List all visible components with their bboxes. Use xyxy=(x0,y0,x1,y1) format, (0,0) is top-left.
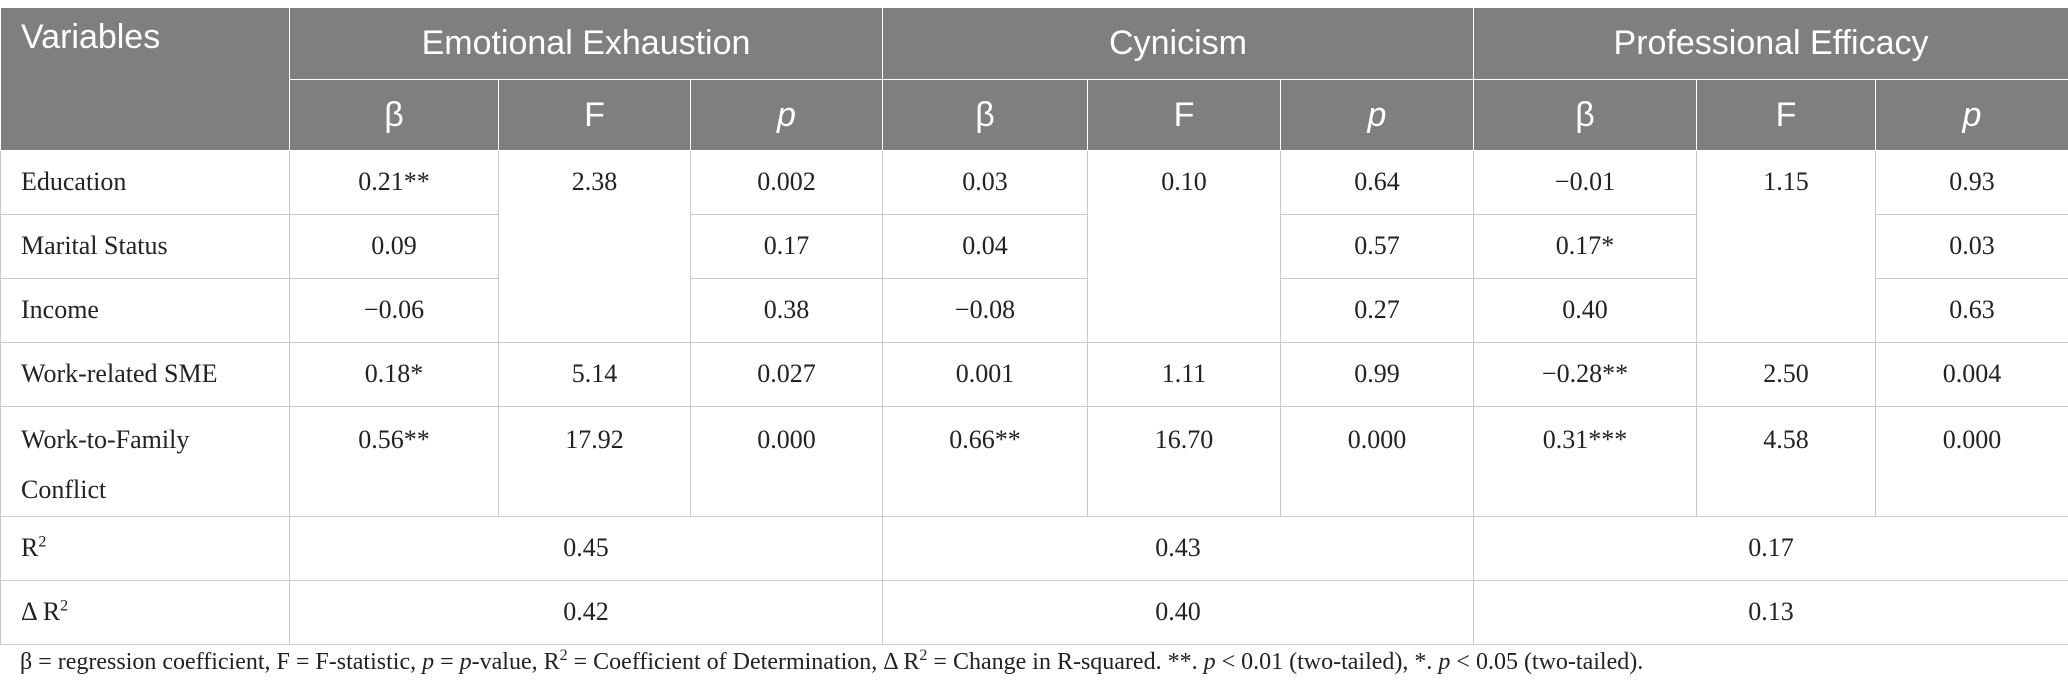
table-cell: 0.002 xyxy=(690,150,883,215)
table-cell: 0.57 xyxy=(1280,214,1474,279)
f-header: F xyxy=(1087,79,1281,151)
table-cell: 0.40 xyxy=(1473,278,1697,343)
footnote-text: < 0.05 (two-tailed). xyxy=(1450,649,1644,675)
table-cell: 0.18* xyxy=(289,342,499,407)
table-row-education: Education 0.21** 2.38 0.002 0.03 0.10 0.… xyxy=(0,150,2068,343)
row-label: Work-to-Family Conflict xyxy=(0,406,290,517)
table-cell: 0.000 xyxy=(1280,406,1474,517)
row-label-line: Work-to-Family xyxy=(21,425,190,454)
table-cell: 0.17 xyxy=(1472,516,2068,581)
table-cell: 1.11 xyxy=(1087,342,1281,407)
footnote-italic: p xyxy=(1203,649,1216,675)
superscript: 2 xyxy=(919,647,928,664)
table-cell: 0.17* xyxy=(1473,214,1697,279)
table-cell: 0.43 xyxy=(882,516,1474,581)
row-label: R2 xyxy=(0,516,290,581)
cynicism-header: Cynicism xyxy=(882,7,1474,80)
table-cell: 0.027 xyxy=(690,342,883,407)
p-header: p xyxy=(690,79,883,151)
footnote-text: = Change in R-squared. **. xyxy=(927,649,1204,675)
table-cell: 4.58 xyxy=(1696,406,1876,517)
table-cell: 0.93 xyxy=(1874,150,2068,215)
table-cell: 0.03 xyxy=(1874,214,2068,279)
table-cell: 0.000 xyxy=(1874,406,2068,517)
table-cell: 0.45 xyxy=(289,516,883,581)
table-cell: 0.38 xyxy=(690,278,883,343)
table-cell: 0.03 xyxy=(882,150,1088,215)
table-cell: 0.17 xyxy=(690,214,883,279)
table-row-work-to-family-conflict: Work-to-Family Conflict 0.56** 17.92 0.00… xyxy=(0,406,2068,517)
footnote-text: -value, R xyxy=(471,649,560,675)
table-row-delta-r-squared: Δ R2 0.42 0.40 0.13 xyxy=(0,580,2068,645)
table-cell: 0.09 xyxy=(289,214,499,279)
beta-header: β xyxy=(1473,79,1697,151)
table-cell: 0.004 xyxy=(1874,342,2068,407)
row-label: Marital Status xyxy=(0,214,290,279)
row-label-text: R xyxy=(21,533,39,562)
table-cell: 0.000 xyxy=(690,406,883,517)
row-label: Δ R2 xyxy=(0,580,290,645)
table-cell: 17.92 xyxy=(498,406,691,517)
table-cell: 1.15 xyxy=(1696,150,1876,343)
table-cell: 0.40 xyxy=(882,580,1474,645)
f-header: F xyxy=(498,79,691,151)
footnote-italic: p xyxy=(459,649,472,675)
table-cell: 0.42 xyxy=(289,580,883,645)
footnote-italic: p xyxy=(1438,649,1451,675)
p-header: p xyxy=(1280,79,1474,151)
footnote-text: < 0.01 (two-tailed), *. xyxy=(1215,649,1439,675)
professional-efficacy-header: Professional Efficacy xyxy=(1472,7,2068,80)
table-cell: −0.01 xyxy=(1473,150,1697,215)
table-cell: 2.38 xyxy=(498,150,691,343)
footnote-italic: p xyxy=(422,649,435,675)
f-header: F xyxy=(1696,79,1876,151)
footnote-text: = xyxy=(434,649,460,675)
regression-table: Variables Emotional Exhaustion Cynicism … xyxy=(0,7,2068,645)
table-cell: 0.21** xyxy=(289,150,499,215)
row-label: Work-related SME xyxy=(0,342,290,407)
table-cell: 0.64 xyxy=(1280,150,1474,215)
beta-header: β xyxy=(289,79,499,151)
table-footnote: β = regression coefficient, F = F-statis… xyxy=(20,647,1643,676)
table-cell: 0.13 xyxy=(1472,580,2068,645)
row-label-text: Δ R xyxy=(21,597,61,626)
emotional-exhaustion-header: Emotional Exhaustion xyxy=(289,7,883,80)
table-cell: 0.31*** xyxy=(1473,406,1697,517)
table-cell: 0.63 xyxy=(1874,278,2068,343)
table-row-work-related-sme: Work-related SME 0.18* 5.14 0.027 0.001 … xyxy=(0,342,2068,407)
p-header: p xyxy=(1874,79,2068,151)
footnote-text: β = regression coefficient, F = F-statis… xyxy=(20,649,423,675)
table-cell: 2.50 xyxy=(1696,342,1876,407)
table-row-r-squared: R2 0.45 0.43 0.17 xyxy=(0,516,2068,581)
table-cell: −0.28** xyxy=(1473,342,1697,407)
row-label: Education xyxy=(0,150,290,215)
table-cell: 0.56** xyxy=(289,406,499,517)
superscript: 2 xyxy=(60,597,69,615)
variables-header: Variables xyxy=(0,7,290,151)
table-cell: 0.99 xyxy=(1280,342,1474,407)
table-row-income: Income −0.06 0.38 −0.08 0.27 0.40 0.63 xyxy=(0,278,2068,343)
footnote-text: = Coefficient of Determination, Δ R xyxy=(567,649,920,675)
table-cell: 0.66** xyxy=(882,406,1088,517)
table-cell: 0.001 xyxy=(882,342,1088,407)
table-cell: −0.08 xyxy=(882,278,1088,343)
table-cell: 16.70 xyxy=(1087,406,1281,517)
superscript: 2 xyxy=(559,647,568,664)
table-cell: −0.06 xyxy=(289,278,499,343)
superscript: 2 xyxy=(38,533,47,551)
row-label-line: Conflict xyxy=(21,475,107,504)
beta-header: β xyxy=(882,79,1088,151)
table-cell: 5.14 xyxy=(498,342,691,407)
table-cell: 0.04 xyxy=(882,214,1088,279)
table-cell: 0.27 xyxy=(1280,278,1474,343)
row-label: Income xyxy=(0,278,290,343)
table-cell: 0.10 xyxy=(1087,150,1281,343)
